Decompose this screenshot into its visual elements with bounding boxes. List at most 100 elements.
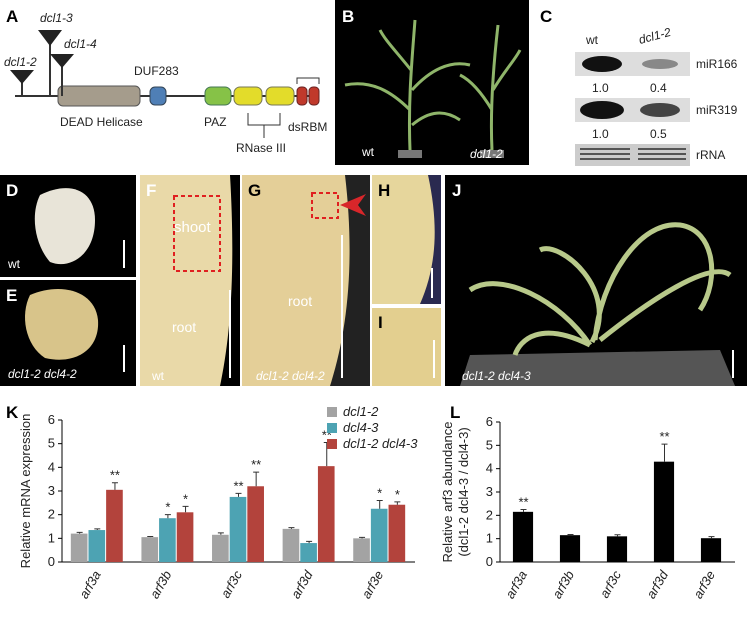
bar	[353, 538, 370, 562]
bar	[159, 518, 176, 562]
band	[580, 101, 624, 119]
error-bar	[359, 536, 366, 539]
quantification: 1.0	[592, 81, 609, 95]
photo-label: wt	[361, 145, 375, 159]
significance-label: **	[233, 478, 243, 493]
panel-label: J	[452, 181, 461, 200]
highlight-box	[173, 195, 221, 272]
domain	[308, 86, 320, 106]
error-bar	[306, 540, 313, 544]
error-bar	[708, 536, 715, 539]
bar	[653, 461, 675, 562]
panel-i	[372, 308, 441, 386]
y-tick-label: 2	[486, 507, 493, 522]
kernel	[25, 288, 99, 360]
panel-g: root dcl1-2 dcl4-2	[242, 175, 370, 386]
panel-label: H	[378, 181, 390, 200]
error-bar	[147, 535, 154, 538]
error-bar	[182, 505, 189, 513]
significance-label: *	[395, 487, 400, 502]
error-bar	[235, 492, 242, 497]
plant	[344, 19, 471, 151]
error-bar	[661, 443, 668, 462]
panel-label: B	[342, 7, 354, 26]
panel-label: I	[378, 313, 383, 332]
photo-label: shoot	[174, 219, 212, 236]
bar	[700, 538, 722, 562]
quantification: 0.5	[650, 127, 667, 141]
band	[640, 103, 680, 117]
x-tick-label: arf3b	[147, 568, 175, 601]
legend-label: dcl4-3	[343, 420, 379, 435]
y-tick-label: 2	[48, 507, 55, 522]
error-bar	[94, 528, 101, 531]
panel-e: dcl1-2 dcl4-2	[0, 280, 136, 386]
panel-d: wt	[0, 175, 136, 277]
y-tick-label: 6	[486, 414, 493, 429]
domain-label: dsRBM	[288, 120, 327, 134]
panel-a: dcl1-2 dcl1-3 dcl1-4 DUF283 DEAD Helicas…	[4, 11, 327, 155]
bar	[370, 508, 388, 562]
photo-label: wt	[151, 369, 165, 383]
panel-c: wt dcl1-2 miR166 1.0 0.4 miR319 1.0 0.5 …	[575, 25, 738, 166]
bar	[317, 466, 335, 562]
y-tick-label: 4	[486, 461, 493, 476]
legend-swatch	[327, 407, 337, 417]
photo	[372, 308, 441, 386]
kernel	[34, 188, 95, 265]
domain-label: DEAD Helicase	[60, 115, 143, 129]
bar	[70, 533, 88, 562]
domain	[233, 86, 263, 106]
y-tick-label: 0	[486, 554, 493, 569]
bracket	[247, 113, 281, 138]
quantification: 1.0	[592, 127, 609, 141]
photo-label: dcl1-2 dcl4-2	[256, 369, 325, 383]
x-tick-label: arf3d	[643, 567, 671, 601]
y-tick-label: 0	[48, 554, 55, 569]
domain	[57, 85, 141, 107]
error-bar	[288, 527, 295, 529]
allele-label: dcl1-2	[4, 55, 37, 69]
x-tick-label: arf3a	[502, 568, 530, 601]
bracket	[296, 77, 320, 84]
legend-label: dcl1-2	[343, 404, 379, 419]
domain	[149, 86, 167, 106]
quantification: 0.4	[650, 81, 667, 95]
error-bar	[614, 534, 621, 537]
panel-label: L	[450, 403, 460, 422]
bar	[282, 528, 300, 562]
panel-label: E	[6, 286, 17, 305]
row-label: miR166	[696, 57, 738, 71]
photo-label: wt	[7, 257, 21, 271]
panel-h	[372, 175, 441, 304]
legend-swatch	[327, 439, 337, 449]
error-bar	[567, 533, 574, 536]
error-bar	[111, 482, 118, 490]
background	[330, 175, 370, 386]
legend-label: dcl1-2 dcl4-3	[343, 436, 418, 451]
row-label: rRNA	[696, 148, 725, 162]
bar	[88, 530, 106, 562]
error-bar	[376, 499, 383, 509]
pot	[460, 350, 735, 386]
pot	[480, 150, 504, 158]
y-tick-label: 6	[48, 412, 55, 427]
arrowhead	[340, 194, 366, 216]
allele-label: dcl1-3	[40, 11, 73, 25]
column-label: wt	[585, 33, 599, 47]
bar	[229, 496, 247, 562]
background	[420, 175, 441, 304]
pot	[398, 150, 422, 158]
error-bar	[76, 531, 83, 534]
x-tick-label: arf3c	[218, 568, 246, 601]
significance-label: **	[251, 457, 261, 472]
bar	[247, 486, 264, 562]
domain-label: DUF283	[134, 64, 179, 78]
legend-swatch	[327, 423, 337, 433]
domain	[265, 86, 295, 106]
domain	[204, 86, 232, 106]
y-axis-label: (dcl1-2 dcl4-3 / dcl4-3)	[456, 427, 471, 556]
x-tick-label: arf3b	[549, 568, 577, 601]
plant	[468, 222, 732, 356]
